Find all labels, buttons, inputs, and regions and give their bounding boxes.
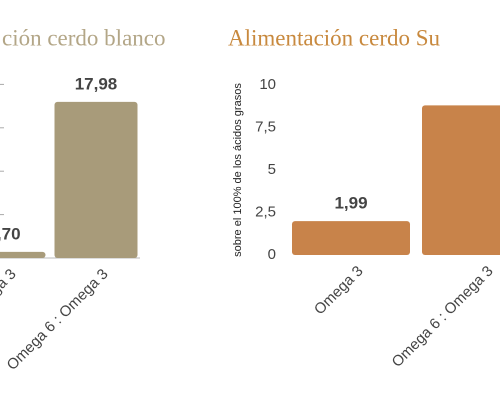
x-tick-label: Omega 6 : Omega 3 (389, 263, 497, 371)
x-tick-label: Omega 6 : Omega 3 (4, 266, 112, 374)
y-tick-label: 5 (268, 161, 276, 178)
y-tick-label: 0 (268, 246, 276, 263)
bar (292, 221, 410, 255)
x-tick-label: Omega 3 (311, 263, 367, 319)
x-tick-label: Omega 3 (0, 266, 20, 322)
y-tick-label: 2,5 (255, 203, 276, 220)
chart-title: Alimentación cerdo Su (228, 25, 441, 50)
value-label: 0,70 (0, 224, 21, 243)
chart-title: ción cerdo blanco (2, 25, 165, 50)
y-tick-label: 10 (259, 76, 276, 93)
bar (0, 251, 46, 258)
bar (422, 105, 500, 255)
bar (54, 101, 138, 259)
y-axis-label: sobre el 100% de los ácidos grasos (232, 83, 244, 257)
value-label: 1,99 (334, 194, 367, 213)
y-tick-label: 7,5 (255, 118, 276, 135)
value-label: 17,98 (75, 74, 118, 93)
